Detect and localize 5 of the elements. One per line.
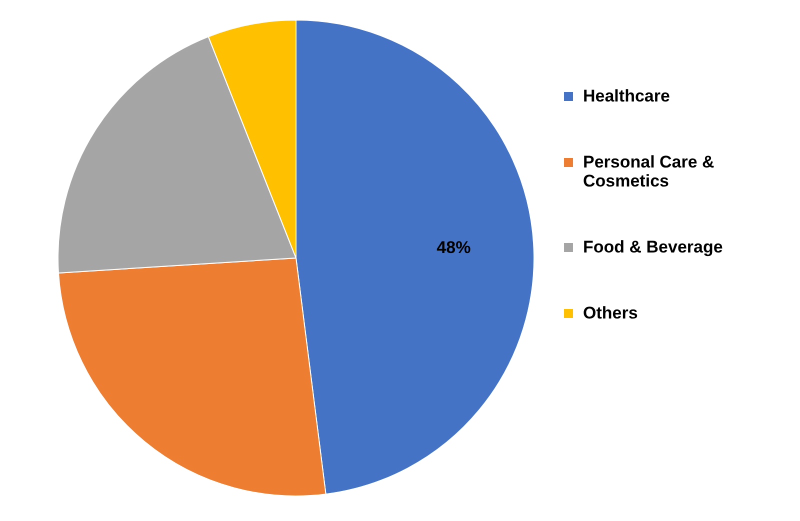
data-label: 48% (436, 238, 471, 258)
legend-label: Healthcare (583, 86, 670, 106)
legend-label: Food & Beverage (583, 238, 723, 256)
legend-label: Others (583, 304, 638, 322)
legend-label: Personal Care & Cosmetics (583, 152, 714, 190)
